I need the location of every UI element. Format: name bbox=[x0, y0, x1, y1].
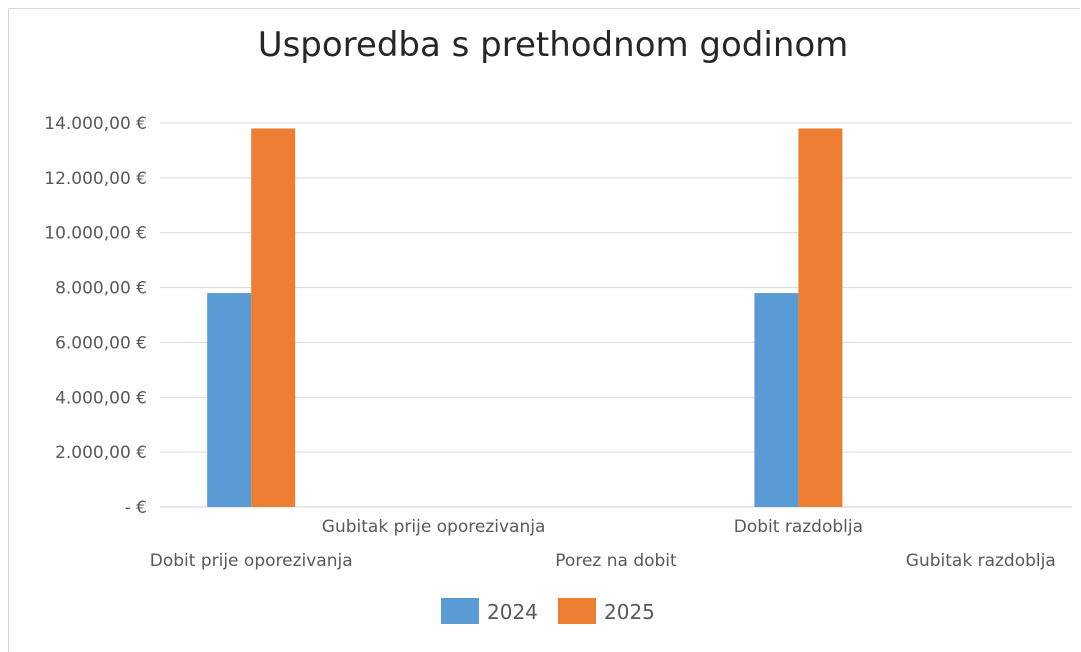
category-label: Dobit razdoblja bbox=[734, 517, 863, 537]
chart-frame bbox=[8, 8, 1080, 652]
category-label: Gubitak prije oporezivanja bbox=[322, 517, 546, 537]
y-axis-ticks: - € 2.000,00 € 4.000,00 € 6.000,00 € 8.000,0… bbox=[44, 114, 147, 518]
category-label: Dobit prije oporezivanja bbox=[150, 551, 353, 571]
category-labels: Dobit prije oporezivanja Gubitak prije op… bbox=[150, 517, 1056, 571]
bar-2025-0 bbox=[251, 128, 296, 507]
legend-swatch-2024 bbox=[441, 598, 479, 624]
y-tick-label: 6.000,00 € bbox=[55, 333, 147, 353]
y-tick-label: 4.000,00 € bbox=[55, 388, 147, 408]
bars bbox=[207, 128, 843, 507]
category-label: Porez na dobit bbox=[555, 551, 677, 571]
y-tick-label: 2.000,00 € bbox=[55, 443, 147, 463]
bar-2024-0 bbox=[207, 293, 252, 507]
legend-swatch-2025 bbox=[558, 598, 596, 624]
y-tick-label: 8.000,00 € bbox=[55, 279, 147, 299]
bar-2024-3 bbox=[754, 293, 799, 507]
y-tick-label: - € bbox=[125, 498, 147, 518]
category-label: Gubitak razdoblja bbox=[906, 551, 1056, 571]
legend-label: 2024 bbox=[487, 600, 538, 624]
y-tick-label: 10.000,00 € bbox=[44, 224, 147, 244]
legend-label: 2025 bbox=[604, 600, 655, 624]
legend: 2024 2025 bbox=[441, 598, 655, 624]
y-tick-label: 14.000,00 € bbox=[44, 114, 147, 134]
bar-2025-3 bbox=[798, 128, 843, 507]
y-tick-label: 12.000,00 € bbox=[44, 169, 147, 189]
chart-title: Usporedba s prethodnom godinom bbox=[258, 25, 849, 65]
gridlines bbox=[160, 122, 1072, 508]
